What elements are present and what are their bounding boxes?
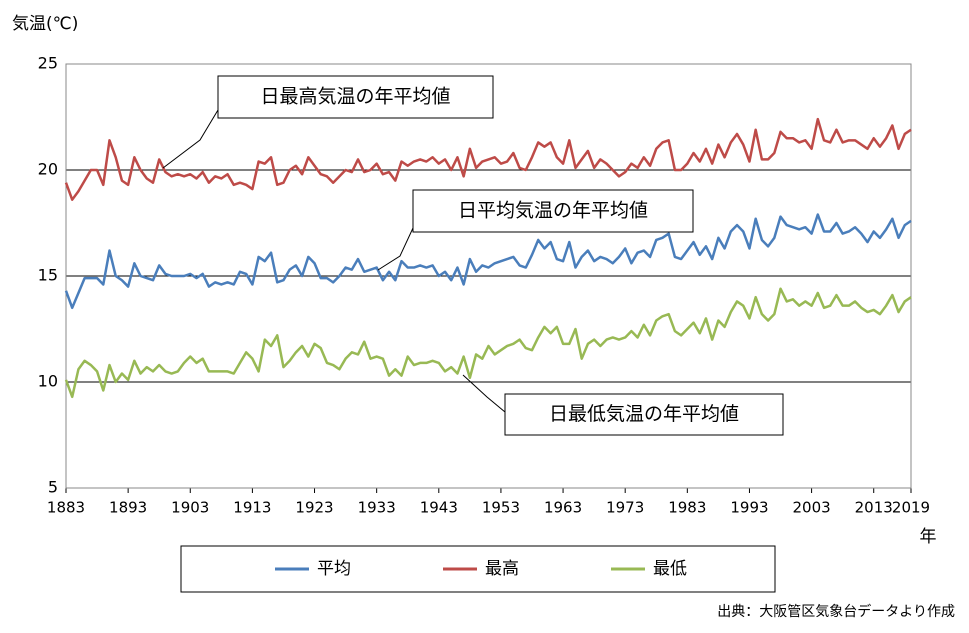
annotation-box	[217, 75, 494, 119]
source: 出典：大阪管区気象台データより作成	[717, 603, 955, 620]
annotation: 日最高気温の年平均値	[260, 86, 450, 108]
x-tick-label: 1933	[358, 499, 396, 517]
x-tick-label: 1983	[668, 499, 706, 517]
legend-label: 平均	[317, 559, 351, 579]
legend-label: 最高	[485, 559, 519, 579]
annotation: 日最低気温の年平均値	[549, 403, 739, 425]
x-tick-label: 2019	[892, 499, 930, 517]
x-tick-label: 1903	[171, 499, 209, 517]
y-tick-label: 20	[38, 160, 58, 179]
series-line	[64, 287, 912, 399]
y-axis-label: 気温(℃)	[12, 14, 78, 34]
x-tick-label: 1893	[109, 499, 147, 517]
x-tick-label: 1963	[544, 499, 582, 517]
y-tick-label: 10	[38, 372, 58, 391]
series-line	[64, 117, 912, 201]
callout-line	[462, 374, 506, 413]
x-tick-label: 1953	[482, 499, 520, 517]
annotation-box	[412, 189, 694, 233]
callout-line	[162, 109, 219, 169]
x-tick-label: 1993	[730, 499, 768, 517]
annotation-box	[504, 393, 784, 436]
x-tick-label: 1883	[47, 499, 85, 517]
y-tick-label: 15	[38, 266, 58, 285]
series-line	[64, 213, 912, 310]
legend-label: 最低	[653, 559, 687, 579]
x-tick-label: 2003	[792, 499, 830, 517]
legend-box	[180, 545, 776, 593]
callout-line	[377, 227, 414, 271]
x-tick-label: 1973	[606, 499, 644, 517]
annotation: 日平均気温の年平均値	[458, 200, 648, 222]
y-tick-label: 25	[38, 54, 58, 73]
y-tick-label: 5	[48, 478, 58, 497]
x-tick-label: 1943	[420, 499, 458, 517]
x-tick-label: 2013	[855, 499, 893, 517]
x-tick-label: 1913	[233, 499, 271, 517]
x-axis-label: 年	[920, 527, 937, 547]
x-tick-label: 1923	[295, 499, 333, 517]
plot-border	[65, 63, 912, 489]
